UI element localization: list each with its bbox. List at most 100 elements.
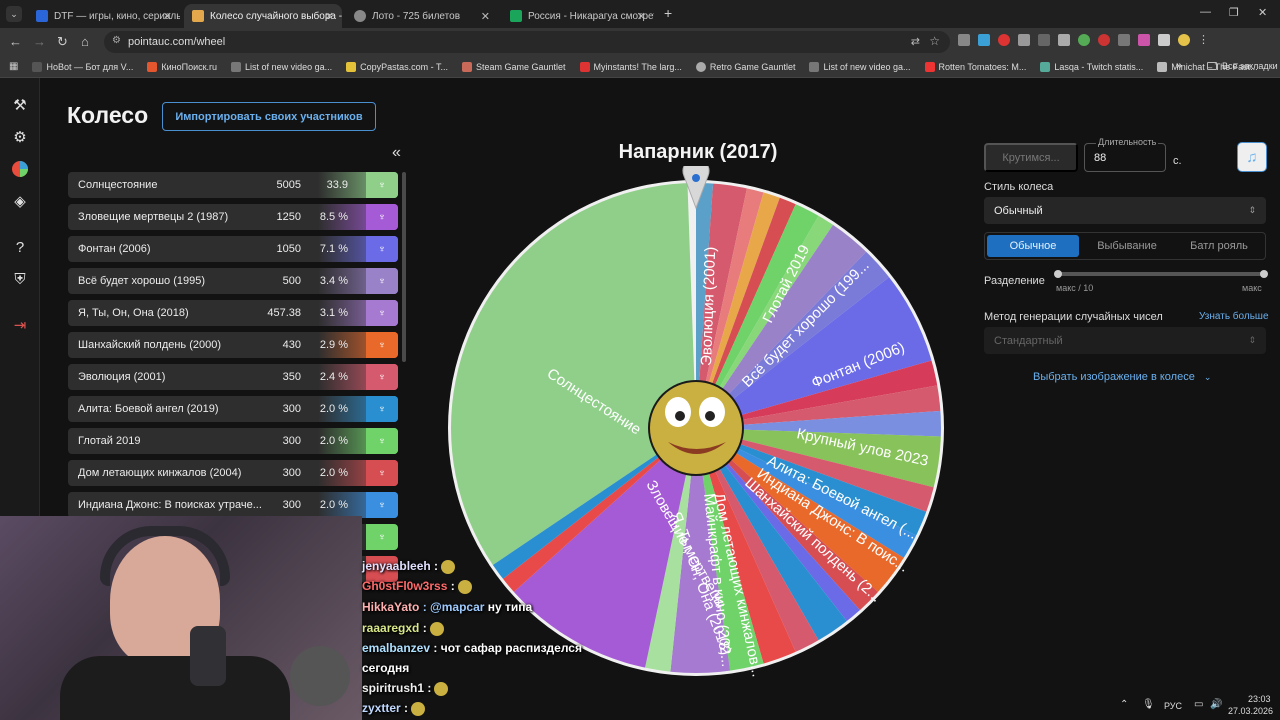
lightbulb-icon[interactable]: ♆ <box>366 460 398 486</box>
bookmark-item[interactable]: List of new video ga... <box>231 61 332 72</box>
address-bar[interactable]: ⚙ pointauc.com/wheel ⇄ ☆ <box>104 31 950 53</box>
participant-row[interactable]: Шанхайский полдень (2000) 430 2.9 % ♆ <box>68 332 398 358</box>
help-icon[interactable]: ? <box>15 239 25 256</box>
more-bookmarks-icon[interactable]: » <box>1176 60 1183 72</box>
lightbulb-icon[interactable]: ♆ <box>366 300 398 326</box>
collapse-list-icon[interactable]: « <box>392 144 401 161</box>
mode-normal[interactable]: Обычное <box>987 235 1079 257</box>
extension-icon[interactable] <box>998 34 1010 46</box>
learn-more-link[interactable]: Узнать больше <box>1199 311 1269 322</box>
tab-wheel[interactable]: Колесо случайного выбора - ✕ <box>184 4 342 28</box>
gavel-icon[interactable]: ⚒ <box>13 97 27 114</box>
music-icon[interactable]: ♫ <box>1237 142 1267 172</box>
bookmark-item[interactable]: HoBot — Бот для V... <box>32 61 133 72</box>
participant-row[interactable]: Зловещие мертвецы 2 (1987) 1250 8.5 % ♆ <box>68 204 398 230</box>
close-tab-icon[interactable]: ✕ <box>480 10 490 23</box>
lightbulb-icon[interactable]: ♆ <box>366 332 398 358</box>
lightbulb-icon[interactable]: ♆ <box>366 492 398 518</box>
microphone-tray-icon[interactable]: 🎙 <box>1142 699 1155 710</box>
participant-row[interactable]: Я, Ты, Он, Она (2018) 457.38 3.1 % ♆ <box>68 300 398 326</box>
extension-icon[interactable] <box>1118 34 1130 46</box>
list-scrollbar[interactable] <box>402 172 406 362</box>
language-indicator[interactable]: РУС <box>1164 701 1183 711</box>
extension-icon[interactable] <box>1018 34 1030 46</box>
extension-icon[interactable] <box>1058 34 1070 46</box>
duration-input[interactable]: 88 <box>1084 143 1166 172</box>
bookmark-item[interactable]: Rotten Tomatoes: M... <box>924 61 1026 72</box>
shield-icon[interactable]: ⛨ <box>14 271 26 288</box>
lightbulb-icon[interactable]: ♆ <box>366 364 398 390</box>
extension-icon[interactable] <box>1098 34 1110 46</box>
bookmark-item[interactable]: Lasqa - Twitch statis... <box>1040 61 1143 72</box>
split-slider[interactable] <box>1056 272 1266 276</box>
tab-russia[interactable]: Россия - Никарагуа смотреть ✕ <box>502 4 654 28</box>
lightbulb-icon[interactable]: ♆ <box>366 556 398 582</box>
bookmark-item[interactable]: CopyPastas.com - T... <box>346 61 448 72</box>
close-tab-icon[interactable]: ✕ <box>162 10 172 23</box>
apps-grid-icon[interactable]: ▦ <box>9 61 19 72</box>
participant-row[interactable]: Эволюция (2001) 350 2.4 % ♆ <box>68 364 398 390</box>
translate-icon[interactable]: ⇄ <box>910 36 920 48</box>
chevron-up-icon[interactable]: ⌃ <box>1120 699 1129 710</box>
tab-search-icon[interactable]: ⌄ <box>6 6 22 22</box>
split-slider-thumb[interactable] <box>1260 270 1268 278</box>
volume-icon[interactable]: 🔊 <box>1210 699 1223 710</box>
extension-icon[interactable] <box>1138 34 1150 46</box>
site-info-icon[interactable]: ⚙ <box>112 35 121 46</box>
bookmark-star-icon[interactable]: ☆ <box>929 34 940 48</box>
logout-icon[interactable]: ⇥ <box>13 317 27 334</box>
profile-avatar[interactable] <box>1178 34 1190 46</box>
bookmark-item[interactable]: КиноПоиск.ru <box>147 61 217 72</box>
extension-icon[interactable] <box>1038 34 1050 46</box>
extension-icon[interactable] <box>958 34 970 46</box>
home-icon[interactable]: ⌂ <box>81 34 89 49</box>
import-participants-button[interactable]: Импортировать своих участников <box>162 102 376 131</box>
participant-row[interactable]: Индиана Джонс: В поисках утраче... 300 2… <box>68 492 398 518</box>
minimize-icon[interactable]: — <box>1200 6 1211 18</box>
reload-icon[interactable]: ↻ <box>57 34 68 49</box>
extension-icon[interactable] <box>978 34 990 46</box>
lightbulb-icon[interactable]: ♆ <box>366 236 398 262</box>
clock-date[interactable]: 27.03.2026 <box>1228 706 1274 716</box>
bookmark-item[interactable]: Steam Game Gauntlet <box>461 61 566 72</box>
bookmark-item[interactable]: Retro Game Gauntlet <box>695 61 795 72</box>
layers-icon[interactable]: ◈ <box>14 193 26 210</box>
participant-row[interactable]: Всё будет хорошо (1995) 500 3.4 % ♆ <box>68 268 398 294</box>
mode-battle-royale[interactable]: Батл рояль <box>1190 240 1248 252</box>
split-slider-thumb[interactable] <box>1054 270 1062 278</box>
network-icon[interactable]: ▭ <box>1194 699 1204 710</box>
prize-wheel[interactable]: Солнцестояние Эволюция (2001) Глотай 201… <box>446 166 946 682</box>
participant-row[interactable]: Глотай 2019 300 2.0 % ♆ <box>68 428 398 454</box>
back-icon[interactable]: ← <box>9 34 22 49</box>
participant-row[interactable]: Солнцестояние 5005 33.9 % ♆ <box>68 172 398 217</box>
lightbulb-icon[interactable]: ♆ <box>366 172 398 198</box>
bookmark-item[interactable]: List of new video ga... <box>809 61 911 72</box>
participant-row[interactable]: Алита: Боевой ангел (2019) 300 2.0 % ♆ <box>68 396 398 422</box>
participant-row[interactable]: Фонтан (2006) 1050 7.1 % ♆ <box>68 236 398 262</box>
extension-icon[interactable] <box>1078 34 1090 46</box>
bookmark-item[interactable]: Minichat – The Fast... <box>1157 61 1258 72</box>
close-tab-icon[interactable]: ✕ <box>324 10 334 23</box>
maximize-icon[interactable]: ❐ <box>1229 7 1239 19</box>
lightbulb-icon[interactable]: ♆ <box>366 204 398 230</box>
close-window-icon[interactable]: ✕ <box>1258 7 1268 19</box>
wheel-icon[interactable] <box>10 160 30 180</box>
lightbulb-icon[interactable]: ♆ <box>366 396 398 422</box>
choose-wheel-image-link[interactable]: Выбрать изображение в колесе ⌄ <box>1033 371 1212 383</box>
forward-icon[interactable]: → <box>33 34 46 49</box>
all-bookmarks[interactable]: Все закладки <box>1207 61 1278 71</box>
new-tab-button[interactable]: + <box>664 5 673 21</box>
participant-row[interactable]: Дом летающих кинжалов (2004) 300 2.0 % ♆ <box>68 460 398 486</box>
clock-time[interactable]: 23:03 <box>1248 694 1271 704</box>
spin-button[interactable]: Крутимся... <box>984 143 1078 172</box>
gear-icon[interactable]: ⚙ <box>13 129 27 146</box>
lightbulb-icon[interactable]: ♆ <box>366 524 398 550</box>
close-tab-icon[interactable]: ✕ <box>636 10 646 23</box>
rng-method-select[interactable]: Стандартный ⇕ <box>984 327 1266 354</box>
wheel-style-select[interactable]: Обычный ⇕ <box>984 197 1266 224</box>
lightbulb-icon[interactable]: ♆ <box>366 268 398 294</box>
menu-icon[interactable]: ⋮ <box>1198 34 1209 46</box>
bookmark-item[interactable]: Myinstants! The larg... <box>579 61 682 72</box>
mode-elimination[interactable]: Выбывание <box>1097 240 1157 252</box>
lightbulb-icon[interactable]: ♆ <box>366 428 398 454</box>
